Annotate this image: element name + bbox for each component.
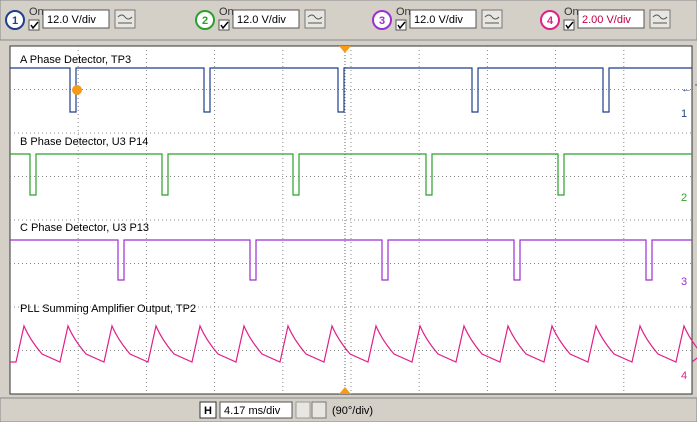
channel-scale: 12.0 V/div [237,14,286,26]
channel-marker: 3 [681,276,687,288]
trace-label: A Phase Detector, TP3 [20,54,131,66]
waveforms [10,67,697,363]
channel-number: 4 [547,15,554,27]
checkmark [397,21,406,30]
timebase-scale: 4.17 ms/div [224,405,281,417]
channel-marker: 2 [681,192,687,204]
waveform-trace [10,153,692,196]
channel-checkbox[interactable] [28,19,40,31]
channel-number: 2 [202,15,208,27]
timebase-phase: (90°/div) [332,405,373,417]
timebase-key-box[interactable] [199,401,217,419]
button-icon [307,14,323,24]
channel-on: On [29,6,44,18]
channel-scale: 2.00 V/div [582,14,631,26]
checkmark [220,21,229,30]
channel-checkbox[interactable] [218,19,230,31]
channel-on: On [219,6,234,18]
channel-badge[interactable] [540,10,560,30]
waveform-trace [10,324,697,363]
timebase-bar [0,397,697,423]
cursor-dot [72,85,82,95]
scale-button[interactable] [304,9,326,29]
timebase-key: H [204,405,212,417]
trace-label: PLL Summing Amplifier Output, TP2 [20,303,196,315]
channel-marker: 1 [681,108,687,120]
checkmark [565,21,574,30]
channel-badge[interactable] [5,10,25,30]
scale-button[interactable] [481,9,503,29]
channel-on: On [564,6,579,18]
trigger-marker [339,46,351,53]
channel-scale: 12.0 V/div [414,14,463,26]
scale-button[interactable] [649,9,671,29]
timebase-box[interactable] [219,401,293,419]
channel-marker: ← T [681,83,697,95]
channel-scale: 12.0 V/div [47,14,96,26]
scale-box[interactable] [577,9,645,29]
channel-checkbox[interactable] [563,19,575,31]
channel-number: 3 [379,15,385,27]
channel-marker: 4 [681,370,687,382]
scale-button[interactable] [114,9,136,29]
trigger-marker [339,387,351,394]
channel-on: On [396,6,411,18]
waveform-trace [10,239,692,281]
channel-badge[interactable] [372,10,392,30]
scale-box[interactable] [409,9,477,29]
trace-label: C Phase Detector, U3 P13 [20,222,149,234]
button-icon [117,14,133,24]
timebase-button[interactable] [311,401,327,419]
checkmark [30,21,39,30]
scale-box[interactable] [232,9,300,29]
channel-checkbox[interactable] [395,19,407,31]
button-icon [484,14,500,24]
grid [10,46,692,394]
scale-box[interactable] [42,9,110,29]
timebase-button[interactable] [295,401,311,419]
channel-badge[interactable] [195,10,215,30]
channel-number: 1 [12,15,18,27]
trace-label: B Phase Detector, U3 P14 [20,136,148,148]
button-icon [652,14,668,24]
